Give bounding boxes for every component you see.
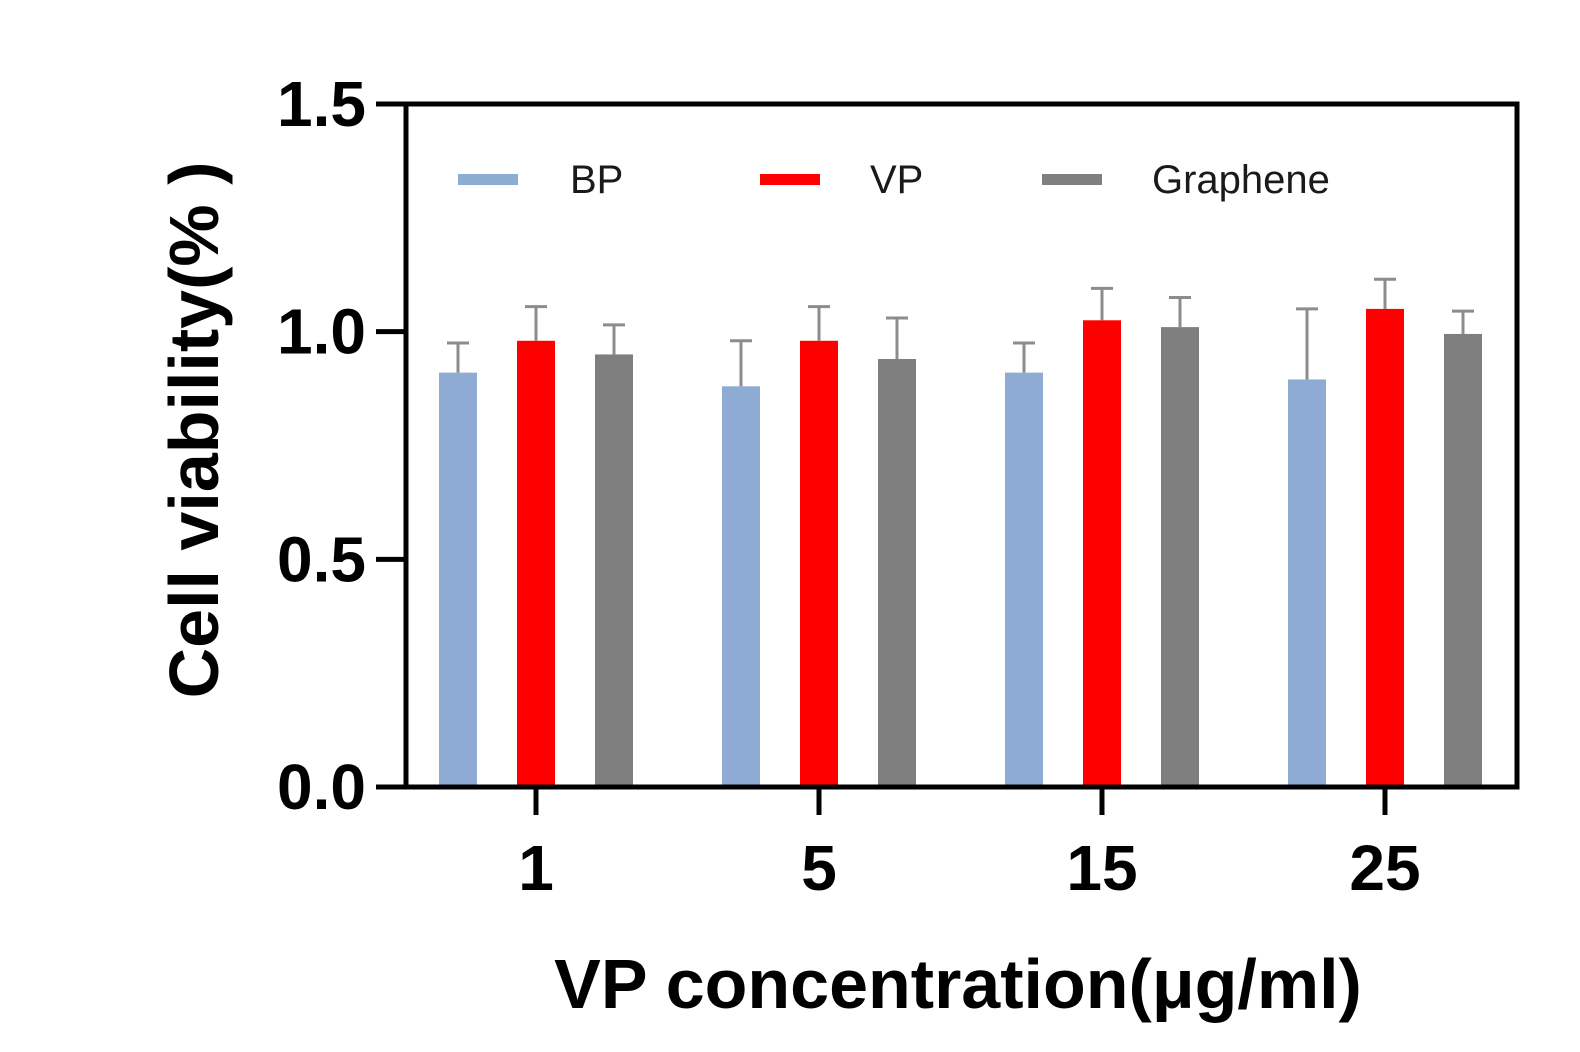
error-bars-layer (447, 277, 1474, 387)
x-tick-label: 15 (1066, 832, 1137, 904)
legend-swatch (458, 174, 518, 185)
error-bar-vp-25 (1374, 277, 1396, 309)
legend: BP VP Graphene (458, 158, 1330, 202)
error-bar-graphene-5 (886, 316, 908, 359)
bar-vp-1 (517, 340, 555, 787)
y-tick-label: 1.0 (277, 296, 366, 368)
legend-item-bp: BP (458, 158, 623, 202)
error-bar-graphene-25 (1452, 309, 1474, 334)
x-tick-label: 1 (518, 832, 554, 904)
bar-vp-15 (1083, 320, 1121, 787)
bar-graphene-5 (878, 358, 916, 787)
error-bar-vp-1 (525, 305, 547, 341)
bar-vp-5 (800, 340, 838, 787)
bar-graphene-1 (595, 354, 633, 787)
legend-swatch (760, 174, 820, 185)
x-tick-label: 5 (801, 832, 837, 904)
legend-label: VP (870, 158, 923, 202)
bar-bp-15 (1005, 372, 1043, 787)
bars-layer (439, 308, 1482, 787)
error-bar-bp-25 (1296, 307, 1318, 380)
error-bar-graphene-15 (1169, 296, 1191, 328)
plot-frame (403, 101, 1520, 790)
y-axis-title: Cell viability(% ) (155, 162, 233, 699)
legend-item-graphene: Graphene (1042, 158, 1330, 202)
legend-label: BP (570, 158, 623, 202)
error-bar-graphene-1 (603, 323, 625, 355)
error-bar-bp-15 (1013, 341, 1035, 373)
y-tick-label: 0.0 (277, 751, 366, 823)
bar-vp-25 (1366, 308, 1404, 787)
x-axis: 1 5 15 25 (518, 787, 1421, 904)
bar-bp-1 (439, 372, 477, 787)
error-bar-vp-5 (808, 305, 830, 341)
error-bar-vp-15 (1091, 286, 1113, 321)
y-tick-label: 0.5 (277, 523, 366, 595)
error-bar-bp-1 (447, 341, 469, 373)
bar-bp-5 (722, 386, 760, 787)
bar-graphene-15 (1161, 327, 1199, 787)
bar-bp-25 (1288, 379, 1326, 787)
legend-item-vp: VP (760, 158, 923, 202)
x-tick-label: 25 (1349, 832, 1420, 904)
y-axis: 0.0 0.5 1.0 1.5 (277, 68, 406, 823)
bar-graphene-25 (1444, 333, 1482, 787)
legend-swatch (1042, 174, 1102, 185)
x-axis-title: VP concentration(μg/ml) (554, 945, 1362, 1023)
legend-label: Graphene (1152, 158, 1330, 202)
y-tick-label: 1.5 (277, 68, 366, 140)
error-bar-bp-5 (730, 339, 752, 387)
